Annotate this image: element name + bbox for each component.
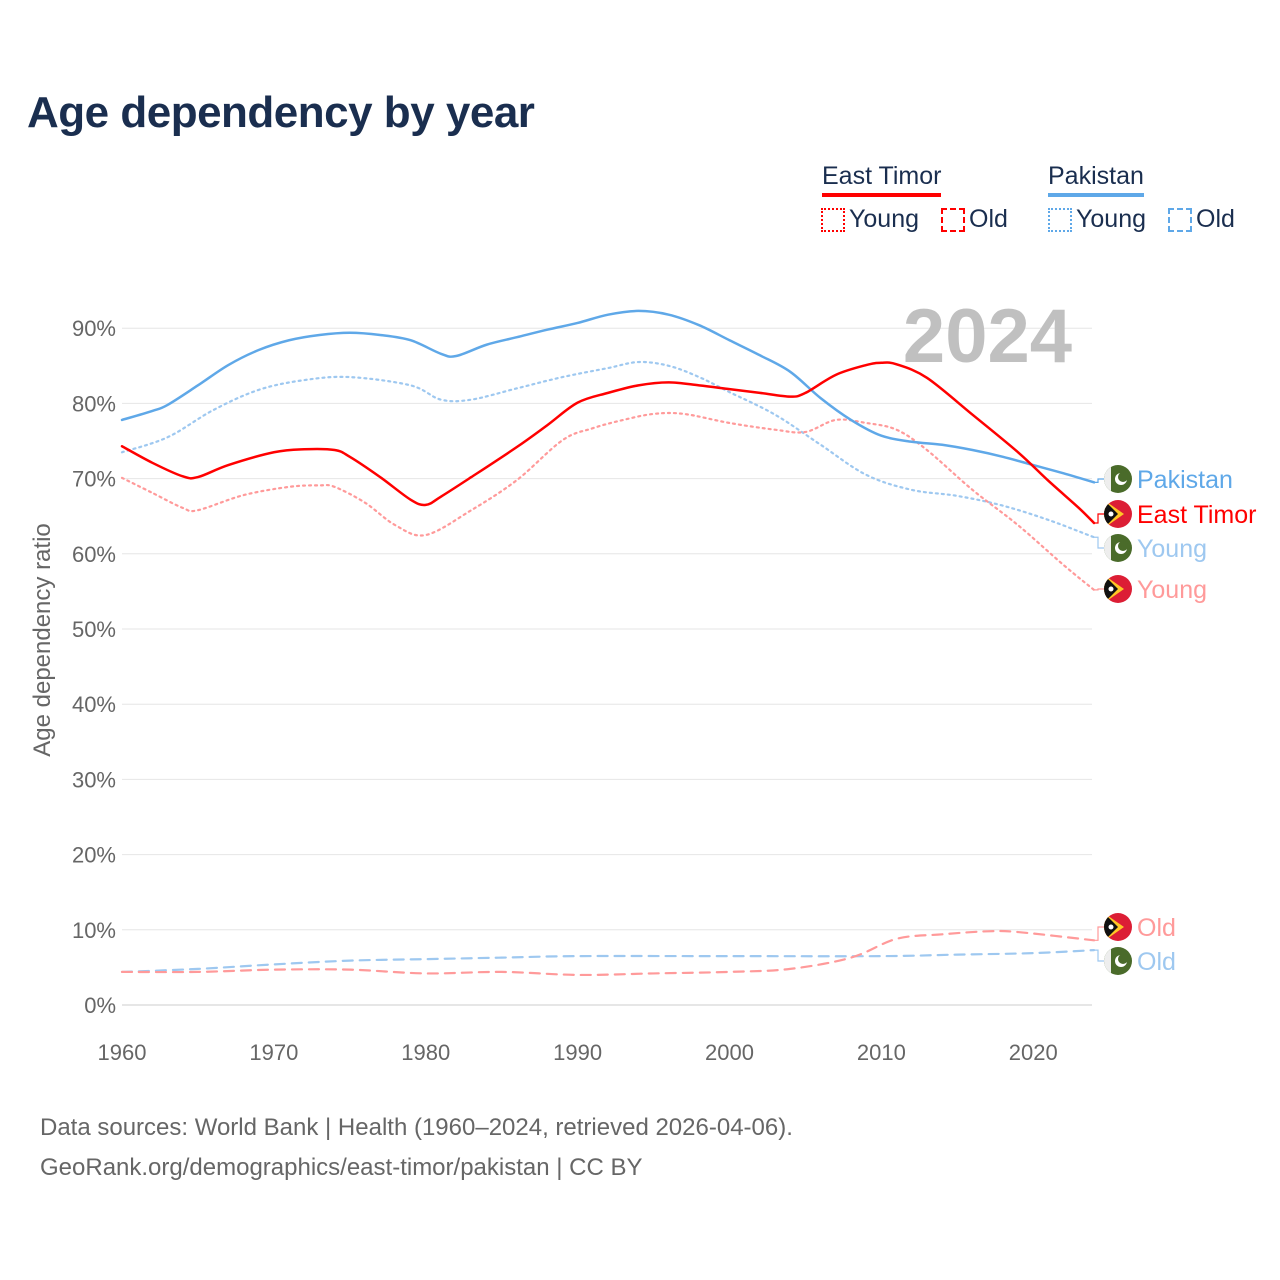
end-label: East Timor	[1137, 501, 1256, 529]
east-timor-flag-icon	[1104, 500, 1132, 528]
legend-east-timor-old[interactable]: Old	[941, 205, 1008, 234]
pakistan-flag-icon	[1104, 534, 1132, 562]
end-label: Pakistan	[1137, 466, 1233, 494]
label-connector	[1094, 536, 1104, 549]
legend-label: Old	[969, 205, 1008, 233]
dashed-swatch-icon	[1168, 207, 1192, 232]
label-connector	[1094, 949, 1104, 962]
legend-east-timor-young[interactable]: Young	[821, 205, 919, 234]
x-tick-label: 1970	[249, 1040, 298, 1065]
pakistan-flag-icon	[1104, 947, 1132, 975]
x-tick-label: 1990	[553, 1040, 602, 1065]
series-line-east-timor-young[interactable]	[120, 411, 1096, 591]
series-line-east-timor-old[interactable]	[120, 929, 1096, 977]
end-label: Old	[1137, 948, 1176, 976]
legend-label: Young	[1076, 205, 1146, 233]
label-connector	[1094, 588, 1104, 591]
y-tick-label: 90%	[72, 316, 116, 341]
end-label: Young	[1137, 535, 1207, 563]
source-note: Data sources: World Bank | Health (1960–…	[40, 1108, 793, 1188]
legend-pakistan[interactable]: Pakistan	[1048, 162, 1144, 197]
y-axis-label: Age dependency ratio	[29, 523, 56, 757]
series-line-east-timor[interactable]	[120, 361, 1096, 525]
source-line-1: Data sources: World Bank | Health (1960–…	[40, 1114, 793, 1141]
east-timor-flag-icon	[1104, 913, 1132, 941]
x-tick-label: 2020	[1009, 1040, 1058, 1065]
y-tick-label: 60%	[72, 542, 116, 567]
chart-title: Age dependency by year	[27, 88, 535, 137]
series-line-pakistan-old[interactable]	[120, 949, 1096, 974]
dashed-swatch-icon	[941, 207, 965, 232]
legend-east-timor[interactable]: East Timor	[822, 162, 942, 197]
x-tick-label: 2010	[857, 1040, 906, 1065]
y-tick-label: 80%	[72, 391, 116, 416]
legend-label: Young	[849, 205, 919, 233]
y-tick-label: 40%	[72, 692, 116, 717]
y-tick-label: 10%	[72, 918, 116, 943]
y-tick-label: 20%	[72, 843, 116, 868]
legend-pakistan-young[interactable]: Young	[1048, 205, 1146, 234]
y-tick-label: 50%	[72, 617, 116, 642]
source-url[interactable]: GeoRank.org/demographics/east-timor/paki…	[40, 1154, 643, 1181]
series-line-pakistan[interactable]	[120, 309, 1096, 484]
y-tick-label: 0%	[84, 993, 116, 1018]
label-connector	[1094, 513, 1104, 524]
dotted-swatch-icon	[821, 207, 845, 232]
legend-pakistan-old[interactable]: Old	[1168, 205, 1235, 234]
year-watermark: 2024	[903, 294, 1072, 379]
pakistan-flag-icon	[1104, 465, 1132, 493]
label-connector	[1094, 926, 1104, 941]
end-label: Old	[1137, 914, 1176, 942]
x-tick-label: 1960	[98, 1040, 147, 1065]
end-label: Young	[1137, 576, 1207, 604]
east-timor-flag-icon	[1104, 575, 1132, 603]
legend-label: Old	[1196, 205, 1235, 233]
series-line-pakistan-young[interactable]	[120, 360, 1096, 539]
label-connector	[1094, 478, 1104, 483]
dotted-swatch-icon	[1048, 207, 1072, 232]
x-tick-label: 1980	[401, 1040, 450, 1065]
y-tick-label: 70%	[72, 467, 116, 492]
x-tick-label: 2000	[705, 1040, 754, 1065]
y-tick-label: 30%	[72, 767, 116, 792]
